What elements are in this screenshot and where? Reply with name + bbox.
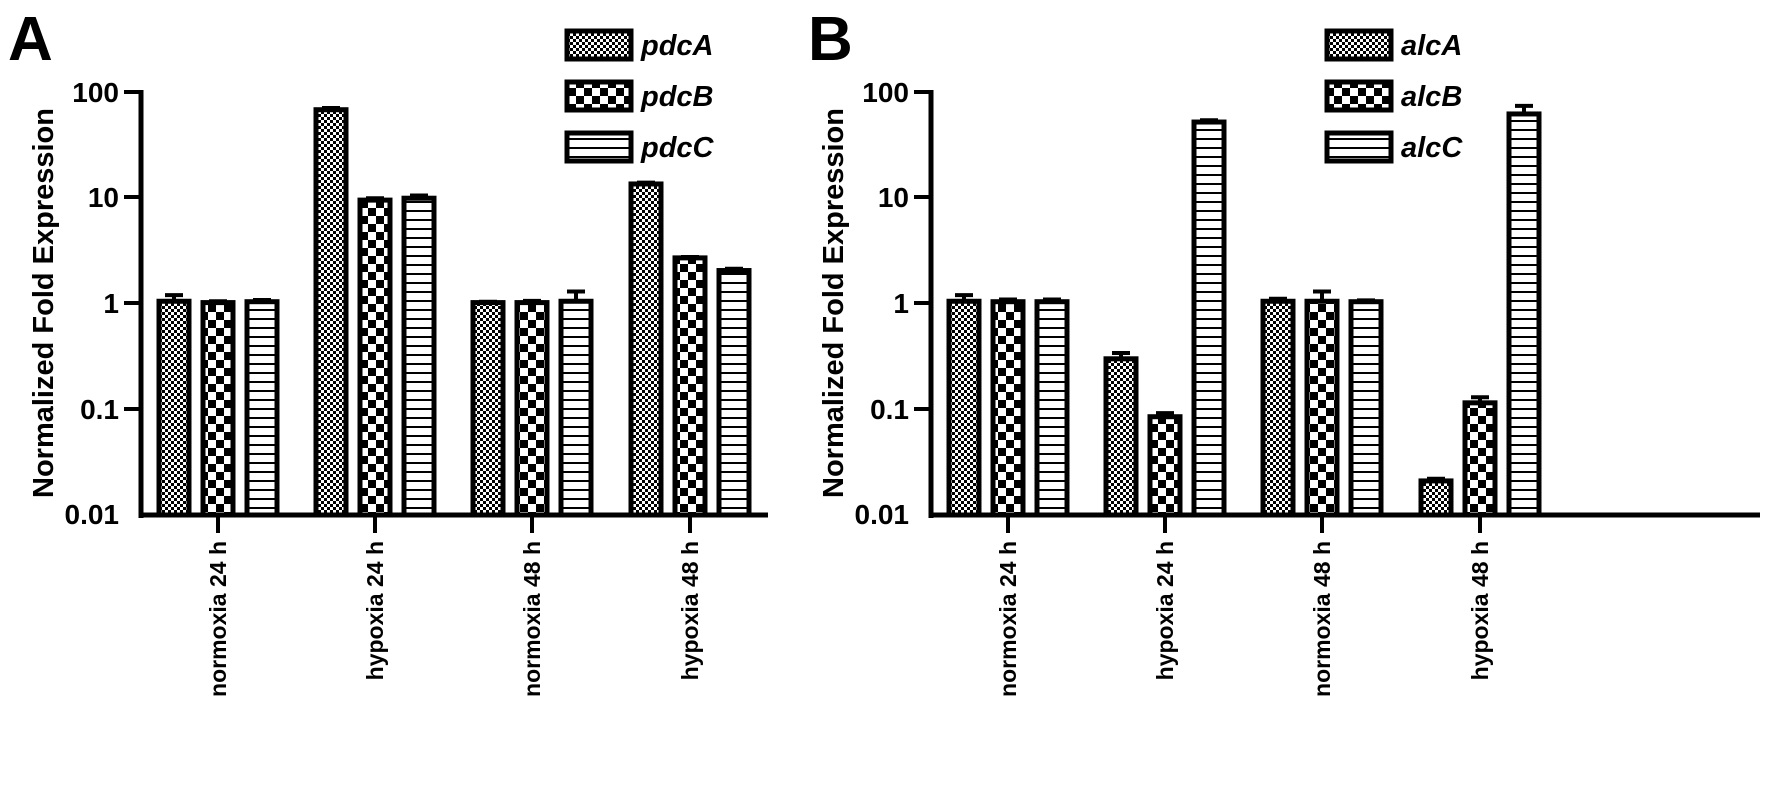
y-axis-title: Normalized Fold Expression: [28, 108, 60, 498]
x-category-label: normoxia 48 h: [519, 541, 545, 697]
y-tick-label: 0.1: [80, 394, 119, 425]
y-tick-label: 100: [72, 77, 119, 108]
bar-alcC-4: [1506, 111, 1542, 518]
y-tick-label: 10: [878, 182, 909, 213]
x-axis-ticks: [1006, 515, 1482, 533]
bar-pdcA-4: [628, 181, 664, 518]
y-tick-label: 1: [893, 288, 909, 319]
legend-swatch: [564, 79, 634, 113]
bar-alcB-1: [990, 299, 1026, 518]
legend-swatch: [564, 28, 634, 62]
x-category-label: normoxia 24 h: [995, 541, 1021, 697]
panel-letter: A: [8, 5, 53, 74]
bar-pdcA-1: [156, 298, 192, 518]
bar-alcB-4: [1462, 400, 1498, 518]
bar-alcA-4: [1418, 478, 1454, 518]
panel-a: A Normalized Fold Expression 0.01 0.1 1 …: [8, 5, 768, 697]
legend: alcA alcB alcC: [1324, 28, 1463, 164]
bar-pdcC-1: [244, 299, 280, 518]
y-tick-label: 0.01: [65, 499, 120, 530]
bar-pdcA-2: [313, 107, 349, 518]
bars: [156, 106, 752, 518]
x-category-label: normoxia 24 h: [205, 541, 231, 697]
y-tick-label: 0.01: [855, 499, 910, 530]
legend-label: pdcA: [640, 30, 714, 62]
x-category-label: hypoxia 24 h: [1152, 541, 1178, 680]
y-axis-title: Normalized Fold Expression: [818, 108, 850, 498]
y-tick-label: 1: [103, 288, 119, 319]
panel-letter: B: [808, 5, 853, 74]
y-axis: 0.01 0.1 1 10 100: [65, 77, 144, 530]
legend-swatch: [1324, 79, 1394, 113]
legend-label: alcC: [1401, 132, 1463, 164]
x-category-label: normoxia 48 h: [1309, 541, 1335, 697]
bar-alcA-1: [946, 298, 982, 518]
x-category-labels: normoxia 24 h hypoxia 24 h normoxia 48 h…: [205, 541, 703, 697]
bar-alcB-3: [1304, 298, 1340, 518]
bar-pdcC-2: [401, 195, 437, 518]
legend: pdcA pdcB pdcC: [564, 28, 715, 164]
x-category-label: hypoxia 24 h: [362, 541, 388, 680]
legend-swatch: [564, 130, 634, 164]
y-axis: 0.01 0.1 1 10 100: [855, 77, 934, 530]
bar-pdcB-3: [514, 300, 550, 518]
panel-b: B Normalized Fold Expression 0.01 0.1 1 …: [808, 5, 1760, 697]
bar-pdcB-2: [357, 197, 393, 518]
bar-alcA-2: [1103, 356, 1139, 518]
x-axis-ticks: [216, 515, 692, 533]
bars: [946, 103, 1542, 518]
legend-swatch: [1324, 28, 1394, 62]
bar-pdcC-3: [558, 298, 594, 518]
bar-pdcA-3: [470, 300, 506, 518]
legend-swatch: [1324, 130, 1394, 164]
bar-pdcB-1: [200, 300, 236, 518]
x-category-label: hypoxia 48 h: [677, 541, 703, 680]
y-tick-label: 10: [88, 182, 119, 213]
legend-label: pdcB: [640, 81, 714, 113]
bar-alcC-1: [1034, 299, 1070, 518]
bar-alcC-3: [1348, 299, 1384, 518]
legend-label: pdcC: [640, 132, 715, 164]
legend-label: alcB: [1401, 81, 1462, 113]
bar-pdcB-4: [672, 255, 708, 518]
legend-label: alcA: [1401, 30, 1462, 62]
y-tick-label: 0.1: [870, 394, 909, 425]
x-category-label: hypoxia 48 h: [1467, 541, 1493, 680]
bar-alcB-2: [1147, 414, 1183, 518]
bar-alcA-3: [1260, 298, 1296, 518]
bar-alcC-2: [1191, 119, 1227, 518]
y-tick-label: 100: [862, 77, 909, 108]
bar-pdcC-4: [716, 268, 752, 518]
x-category-labels: normoxia 24 h hypoxia 24 h normoxia 48 h…: [995, 541, 1493, 697]
